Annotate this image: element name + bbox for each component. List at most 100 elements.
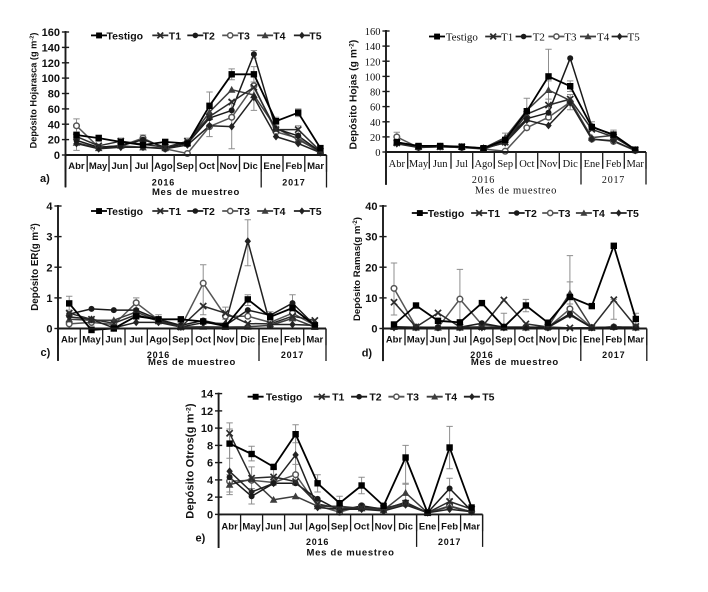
svg-text:Ago: Ago	[149, 334, 168, 345]
svg-text:Ago: Ago	[474, 159, 492, 170]
svg-text:d): d)	[362, 348, 373, 360]
svg-text:Nov: Nov	[220, 161, 239, 172]
svg-text:20: 20	[370, 133, 381, 144]
svg-text:Ago: Ago	[154, 161, 173, 172]
svg-text:e): e)	[196, 532, 206, 544]
svg-text:T5: T5	[627, 208, 639, 220]
svg-text:Dic: Dic	[240, 334, 255, 345]
svg-text:2017: 2017	[602, 350, 625, 360]
svg-text:T1: T1	[332, 392, 344, 404]
svg-text:2016: 2016	[472, 175, 495, 186]
svg-text:2016: 2016	[470, 350, 493, 360]
svg-text:Mes de muestreo: Mes de muestreo	[471, 357, 559, 368]
svg-text:Depósito Hojas (g m-2): Depósito Hojas (g m-2)	[348, 40, 359, 150]
svg-text:Ene: Ene	[419, 521, 436, 532]
svg-text:Abr: Abr	[61, 334, 78, 345]
svg-text:Oct: Oct	[195, 334, 212, 345]
svg-text:T5: T5	[309, 30, 321, 42]
svg-text:Nov: Nov	[539, 159, 558, 170]
svg-text:60: 60	[48, 104, 60, 116]
svg-text:T3: T3	[407, 392, 419, 404]
svg-text:Feb: Feb	[441, 521, 458, 532]
svg-text:0: 0	[375, 148, 380, 159]
svg-text:Ene: Ene	[261, 334, 278, 345]
svg-text:Oct: Oct	[199, 161, 216, 172]
svg-text:Feb: Feb	[606, 159, 622, 170]
svg-text:T2: T2	[203, 206, 215, 218]
svg-text:Testigo: Testigo	[428, 208, 465, 220]
svg-text:T2: T2	[525, 208, 537, 220]
svg-text:T1: T1	[488, 208, 500, 220]
svg-text:0: 0	[371, 324, 377, 336]
svg-text:60: 60	[370, 103, 381, 114]
svg-text:Oct: Oct	[518, 334, 535, 345]
svg-text:T5: T5	[309, 206, 321, 218]
svg-text:Oct: Oct	[519, 159, 534, 170]
svg-text:80: 80	[370, 88, 381, 99]
svg-text:Testigo: Testigo	[107, 30, 144, 42]
svg-text:4: 4	[207, 475, 214, 487]
svg-text:Jul: Jul	[135, 161, 149, 172]
svg-text:Abr: Abr	[386, 334, 403, 345]
svg-text:0: 0	[54, 150, 60, 162]
svg-text:0: 0	[46, 324, 52, 336]
svg-text:Jul: Jul	[453, 334, 467, 345]
svg-text:6: 6	[207, 458, 213, 470]
svg-text:May: May	[89, 161, 108, 172]
svg-text:1: 1	[46, 293, 52, 305]
svg-text:May: May	[407, 334, 426, 345]
svg-text:Depósito Otros(g m-2): Depósito Otros(g m-2)	[185, 403, 197, 519]
svg-text:Mes de muestreo: Mes de muestreo	[307, 547, 395, 558]
svg-text:T4: T4	[273, 30, 285, 42]
svg-text:160: 160	[365, 27, 381, 38]
svg-text:Nov: Nov	[217, 334, 236, 345]
svg-text:May: May	[242, 521, 261, 532]
svg-text:20: 20	[365, 262, 377, 274]
svg-text:2016: 2016	[152, 177, 175, 187]
svg-text:3: 3	[46, 232, 52, 244]
svg-text:T2: T2	[533, 32, 545, 44]
svg-text:a): a)	[40, 173, 50, 185]
svg-text:Dic: Dic	[243, 161, 258, 172]
svg-text:160: 160	[42, 27, 60, 39]
svg-text:T3: T3	[558, 208, 570, 220]
svg-text:2017: 2017	[602, 175, 625, 186]
svg-text:8: 8	[207, 441, 213, 453]
svg-text:T4: T4	[445, 392, 457, 404]
svg-text:T5: T5	[628, 32, 641, 44]
svg-text:Ago: Ago	[308, 521, 327, 532]
svg-text:Oct: Oct	[354, 521, 371, 532]
svg-text:T4: T4	[597, 32, 610, 44]
svg-text:May: May	[409, 159, 429, 170]
svg-text:2: 2	[207, 492, 213, 504]
svg-text:c): c)	[41, 347, 51, 359]
svg-text:Mar: Mar	[306, 334, 323, 345]
svg-text:2017: 2017	[281, 350, 304, 360]
svg-text:Sep: Sep	[331, 521, 349, 532]
svg-text:Dic: Dic	[563, 159, 579, 170]
svg-text:Jul: Jul	[289, 521, 303, 532]
svg-text:Ene: Ene	[263, 161, 280, 172]
svg-text:Mes de muestreo: Mes de muestreo	[475, 185, 557, 196]
svg-text:Feb: Feb	[285, 161, 302, 172]
svg-text:Sep: Sep	[495, 334, 513, 345]
svg-text:T4: T4	[273, 206, 285, 218]
svg-text:T3: T3	[564, 32, 577, 44]
svg-text:Jun: Jun	[111, 161, 128, 172]
svg-text:Abr: Abr	[389, 159, 406, 170]
svg-text:Depósito ER(g m-2): Depósito ER(g m-2)	[30, 223, 41, 311]
svg-text:Testigo: Testigo	[446, 32, 479, 44]
svg-text:10: 10	[365, 293, 377, 305]
svg-text:Jul: Jul	[129, 334, 143, 345]
svg-text:0: 0	[207, 510, 213, 522]
svg-text:120: 120	[42, 58, 60, 70]
svg-text:Testigo: Testigo	[107, 206, 144, 218]
svg-text:10: 10	[201, 423, 213, 435]
svg-text:14: 14	[201, 389, 214, 401]
svg-text:Sep: Sep	[497, 159, 513, 170]
svg-text:Depósito Hojarasca (g m-2): Depósito Hojarasca (g m-2)	[29, 33, 39, 149]
svg-text:Depósito Ramas(g m-2): Depósito Ramas(g m-2)	[352, 217, 363, 321]
svg-text:Mar: Mar	[307, 161, 324, 172]
svg-text:120: 120	[365, 57, 381, 68]
svg-text:30: 30	[365, 232, 377, 244]
